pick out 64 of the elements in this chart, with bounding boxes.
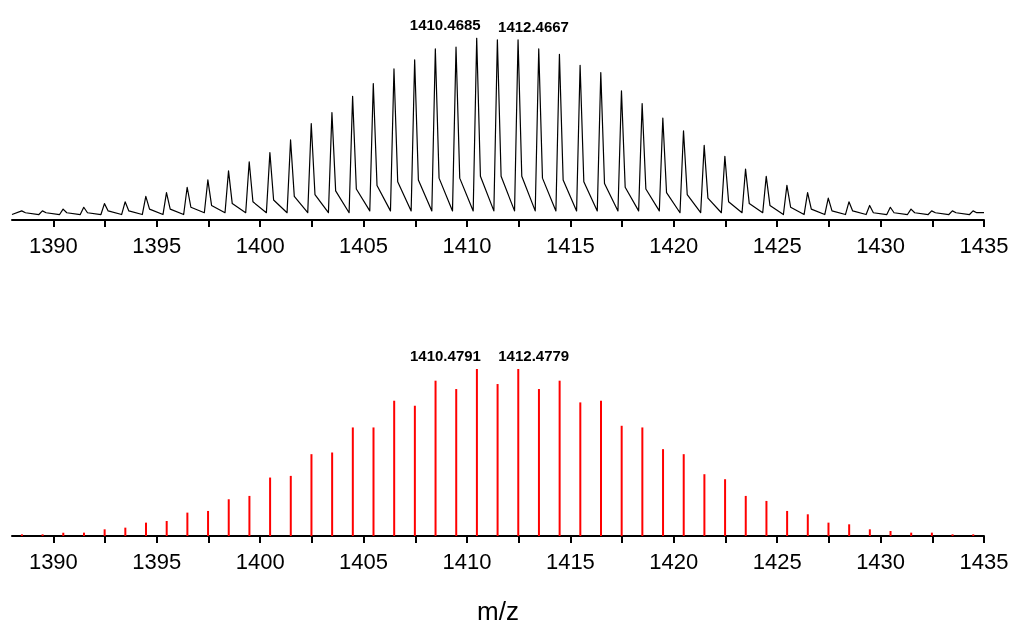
bar	[145, 522, 148, 536]
x-tick-label: 1410	[442, 548, 492, 574]
x-tick-label: 1400	[235, 232, 285, 258]
bar	[786, 510, 789, 536]
x-tick-label: 1430	[856, 548, 906, 574]
x-tick-label: 1415	[545, 548, 595, 574]
x-tick-label: 1425	[752, 548, 802, 574]
x-tick-label: 1405	[339, 232, 389, 258]
annotation: 1412.4779	[498, 347, 570, 364]
bar	[413, 405, 416, 536]
bar	[455, 389, 458, 536]
x-tick-label: 1390	[28, 548, 78, 574]
x-tick-label: 1400	[235, 548, 285, 574]
bar	[744, 495, 747, 536]
bar	[475, 369, 478, 536]
bar	[434, 380, 437, 536]
x-tick-label: 1405	[339, 548, 389, 574]
bar	[269, 477, 272, 536]
x-tick-label: 1415	[545, 232, 595, 258]
bar	[165, 520, 168, 536]
bar	[517, 369, 520, 536]
bar	[558, 380, 561, 536]
bar	[186, 512, 189, 536]
bar	[496, 384, 499, 536]
x-tick-label: 1395	[132, 548, 182, 574]
bar	[682, 454, 685, 536]
annotation: 1412.4667	[498, 17, 569, 35]
bar	[724, 479, 727, 536]
x-tick-label: 1430	[856, 232, 906, 258]
x-tick-label: 1410	[442, 232, 492, 258]
x-axis-title: m/z	[477, 596, 519, 626]
bar	[827, 522, 830, 536]
bar	[310, 454, 313, 536]
bar	[848, 524, 851, 536]
bar	[331, 452, 334, 536]
annotation: 1410.4685	[409, 16, 481, 33]
x-tick-label: 1390	[28, 232, 78, 258]
bar	[103, 529, 106, 536]
bar	[620, 425, 623, 536]
bar	[641, 427, 644, 536]
bar	[599, 400, 602, 536]
bar	[351, 427, 354, 536]
bar	[227, 499, 230, 536]
bar	[393, 400, 396, 536]
bar	[579, 402, 582, 536]
bar	[889, 530, 892, 536]
bar	[124, 527, 127, 536]
bar	[372, 427, 375, 536]
bar	[662, 449, 665, 536]
x-tick-label: 1420	[649, 548, 699, 574]
bar	[703, 474, 706, 536]
bar	[806, 514, 809, 536]
bar	[207, 510, 210, 536]
bar	[248, 495, 251, 536]
x-tick-label: 1435	[959, 548, 1009, 574]
bar	[868, 529, 871, 536]
bar	[537, 389, 540, 536]
bar	[765, 500, 768, 536]
x-tick-label: 1425	[752, 232, 802, 258]
bar	[289, 475, 292, 536]
annotation: 1410.4791	[410, 347, 481, 364]
x-tick-label: 1420	[649, 232, 699, 258]
x-tick-label: 1435	[959, 232, 1009, 258]
x-tick-label: 1395	[132, 232, 182, 258]
